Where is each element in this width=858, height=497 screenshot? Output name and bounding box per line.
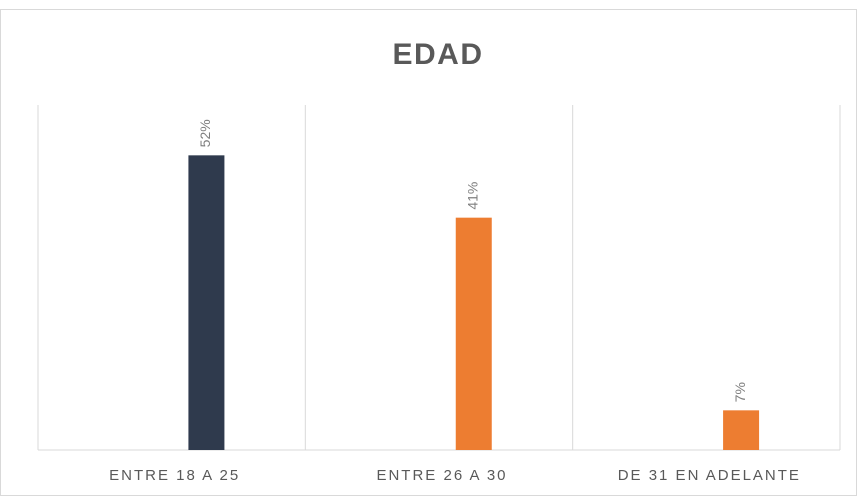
bar	[455, 217, 492, 450]
x-tick-label: ENTRE 18 A 25	[109, 467, 240, 484]
data-label: 7%	[732, 382, 748, 402]
chart-title: EDAD	[392, 38, 483, 71]
chart-border	[0, 9, 857, 496]
x-tick-label: DE 31 EN ADELANTE	[618, 467, 801, 484]
x-tick-label: ENTRE 26 A 30	[376, 467, 507, 484]
bar	[188, 155, 225, 451]
data-label: 52%	[197, 119, 213, 147]
data-label: 41%	[464, 182, 480, 210]
bar	[723, 410, 760, 450]
